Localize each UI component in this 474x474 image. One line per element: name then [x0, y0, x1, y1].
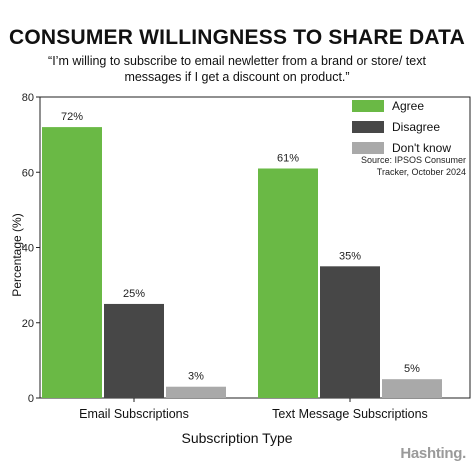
chart-title: CONSUMER WILLINGNESS TO SHARE DATA	[9, 26, 465, 49]
legend-item-agree: Agree	[352, 97, 466, 115]
legend: Agree Disagree Don't know	[352, 97, 466, 160]
legend-label-agree: Agree	[392, 99, 425, 113]
x-axis-label: Subscription Type	[181, 430, 293, 446]
y-tick-label: 20	[22, 318, 34, 330]
y-axis-label: Percentage (%)	[10, 213, 24, 297]
bar-value-label: 35%	[339, 250, 361, 262]
x-tick-label: Text Message Subscriptions	[272, 407, 428, 421]
y-tick-label: 60	[22, 167, 34, 179]
bar-value-label: 5%	[404, 363, 420, 375]
bar-value-label: 3%	[188, 371, 204, 383]
bar-value-label: 25%	[123, 288, 145, 300]
bar	[320, 266, 380, 398]
bar	[382, 379, 442, 398]
source-note: Source: IPSOS Consumer Tracker, October …	[360, 155, 466, 177]
legend-swatch-dont-know	[352, 142, 384, 154]
legend-label-dont-know: Don't know	[392, 141, 451, 155]
bar-value-label: 61%	[277, 152, 299, 164]
brand-logo: Hashting.	[400, 445, 466, 462]
y-tick-label: 80	[22, 92, 34, 104]
y-tick-label: 0	[28, 393, 34, 405]
legend-swatch-agree	[352, 100, 384, 112]
y-tick-label: 40	[22, 243, 34, 255]
bar	[166, 386, 226, 398]
legend-swatch-disagree	[352, 121, 384, 133]
bar-value-label: 72%	[61, 111, 83, 123]
legend-label-disagree: Disagree	[392, 120, 441, 134]
legend-item-disagree: Disagree	[352, 118, 466, 136]
bar	[104, 303, 164, 398]
legend-item-dont-know: Don't know	[352, 139, 466, 157]
chart-subtitle: “I’m willing to subscribe to email newle…	[48, 54, 426, 84]
bar	[42, 127, 102, 398]
x-tick-label: Email Subscriptions	[79, 407, 189, 421]
bar	[258, 168, 318, 398]
